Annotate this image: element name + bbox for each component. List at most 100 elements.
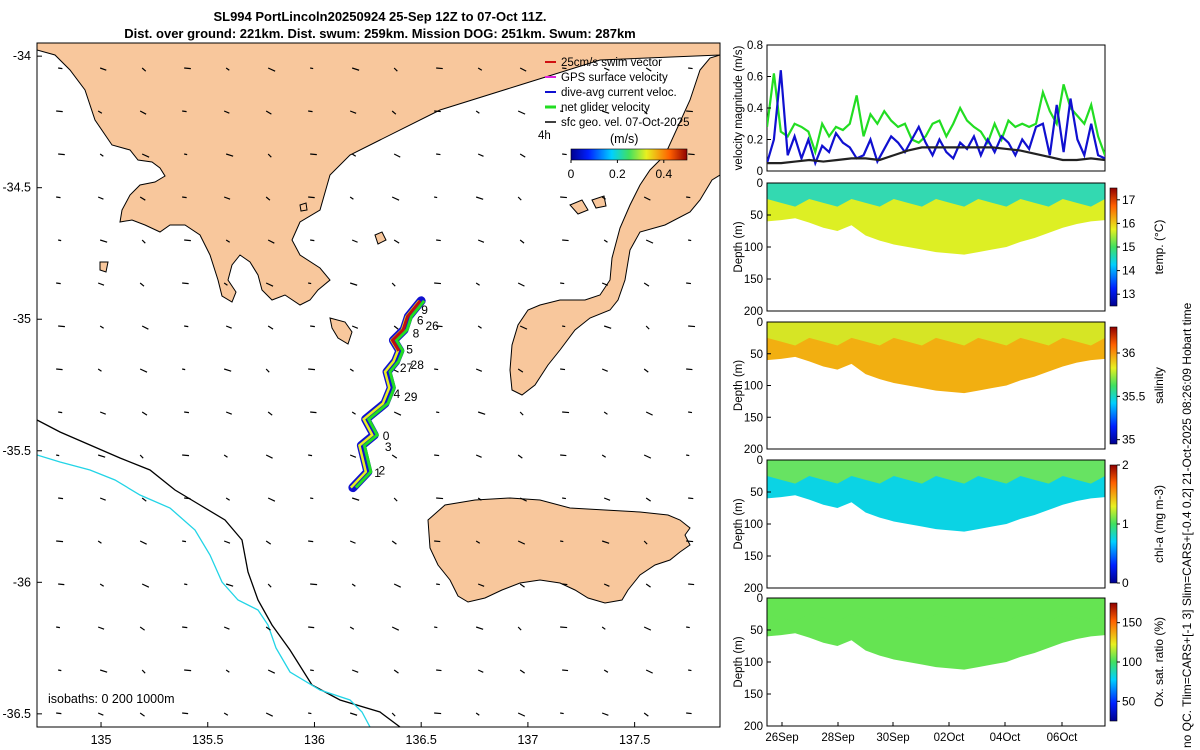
sfc-arrow (562, 411, 570, 414)
track-day-label: 9 (421, 303, 428, 317)
sfc-arrow (603, 669, 609, 673)
section-ytick-label: 50 (750, 210, 763, 222)
sfc-arrow (517, 454, 523, 459)
sfc-arrow (603, 239, 608, 243)
section-colorbar-tick-label: 35 (1122, 433, 1136, 447)
sfc-arrow (349, 540, 356, 544)
sfc-arrow (225, 67, 230, 71)
section-ylabel: Depth (m) (733, 636, 745, 687)
section-ytick-label: 150 (744, 274, 763, 286)
section-colorbar (1109, 326, 1118, 445)
sfc-arrow (475, 282, 480, 286)
sfc-arrow (560, 368, 566, 371)
sfc-arrow (184, 411, 190, 414)
sfc-arrow (436, 583, 440, 586)
sfc-arrow (56, 196, 61, 199)
map-legend: 25cm/s swim vector GPS surface velocity … (538, 57, 689, 181)
sfc-arrow (686, 712, 692, 715)
map-xtick-label: 135.5 (192, 733, 223, 747)
sfc-arrow (643, 196, 651, 201)
section-panel-2: 0 50 100 150 200 Depth (m) 0 1 2 chl-a (mg m-3) (733, 455, 1166, 595)
section-ytick-label: 200 (744, 721, 763, 733)
sfc-arrow (139, 196, 146, 201)
sfc-arrow (517, 712, 526, 717)
sfc-arrow (434, 282, 441, 285)
sfc-arrow (97, 282, 105, 286)
sfc-arrow (560, 196, 567, 199)
islands (99, 195, 607, 345)
section-panel-3: 0 50 100 150 200 Depth (m) 50 100 150 Ox. sat. ra… (733, 593, 1166, 744)
section-colorbar-tick-label: 36 (1122, 346, 1136, 360)
sfc-arrow (182, 368, 186, 371)
track-day-label: 5 (406, 342, 413, 356)
section-ytick-label: 150 (744, 689, 763, 701)
sfc-arrow (601, 196, 606, 200)
sfc-arrow (562, 325, 566, 328)
map-xtick-label: 137.5 (619, 733, 650, 747)
sfc-arrow (141, 669, 146, 674)
sfc-arrow (182, 712, 189, 715)
track-day-label: 2 (379, 463, 386, 477)
sfc-arrow (225, 583, 234, 587)
sfc-arrow (393, 239, 400, 244)
sfc-arrow (560, 540, 564, 543)
sfc-arrow (58, 325, 65, 328)
map-ytick-label: -36.5 (3, 707, 32, 721)
sfc-arrow (436, 669, 442, 672)
sfc-arrow (434, 110, 441, 113)
sfc-arrow (267, 497, 276, 502)
sfc-arrow (139, 712, 145, 717)
sfc-arrow (686, 196, 691, 199)
vel-ylabel: velocity magnitude (m/s) (733, 46, 745, 171)
sfc-arrow (310, 153, 317, 156)
vel-ytick-label: 0.6 (747, 72, 763, 84)
sfc-arrow (477, 239, 485, 243)
map-border (36, 42, 721, 728)
sfc-arrow (560, 712, 564, 715)
map-axes: 135 135.5 136 136.5 137 137.5-34-34.5-35-35.5… (3, 49, 651, 747)
sfc-arrow (393, 583, 401, 588)
sfc-arrow (645, 497, 651, 502)
sfc-arrow (393, 67, 398, 72)
sfc-arrow (688, 153, 695, 156)
sfc-arrow (225, 411, 232, 415)
sfc-arrow (56, 626, 61, 629)
sfc-arrow (436, 325, 443, 328)
sfc-arrow (349, 110, 357, 114)
sfc-arrow (265, 626, 271, 631)
track-day-label: 26 (425, 319, 439, 333)
sfc-arrow (182, 282, 189, 285)
section-surface-layer (767, 322, 1105, 346)
sfc-arrow (223, 540, 231, 544)
sfc-arrow (58, 67, 63, 70)
sfc-arrow (517, 282, 525, 287)
section-colorbar (1109, 602, 1118, 722)
sfc-arrow (643, 282, 650, 287)
sfc-arrow (603, 583, 610, 587)
sfc-arrow (308, 626, 315, 629)
sfc-arrow (265, 282, 274, 287)
section-ytick-label: 0 (757, 178, 763, 190)
sfc-arrow (436, 497, 444, 500)
sfc-arrow (308, 540, 314, 543)
sfc-arrow (477, 67, 483, 71)
sfc-arrow (184, 67, 191, 70)
sfc-arrow (56, 282, 61, 285)
section-panel-1: 0 50 100 150 200 Depth (m) 35 35.5 36 salinity (733, 317, 1166, 456)
section-colorbar-tick-label: 16 (1122, 216, 1136, 230)
sfc-arrow (519, 669, 525, 674)
sfc-arrow (310, 583, 318, 586)
sfc-arrow (184, 497, 191, 500)
sfc-arrow (223, 110, 230, 114)
section-ytick-label: 50 (750, 625, 763, 637)
sfc-arrow (477, 411, 486, 415)
sfc-arrow (391, 454, 398, 459)
sfc-arrow (58, 239, 62, 242)
sfc-arrow (97, 712, 104, 716)
track-day-label: 29 (404, 390, 418, 404)
map-colorbar-tick-label: 0.2 (609, 167, 626, 181)
sfc-arrow (645, 325, 650, 330)
sfc-arrow (182, 540, 187, 543)
section-colorbar-label: temp. (°C) (1152, 220, 1166, 275)
